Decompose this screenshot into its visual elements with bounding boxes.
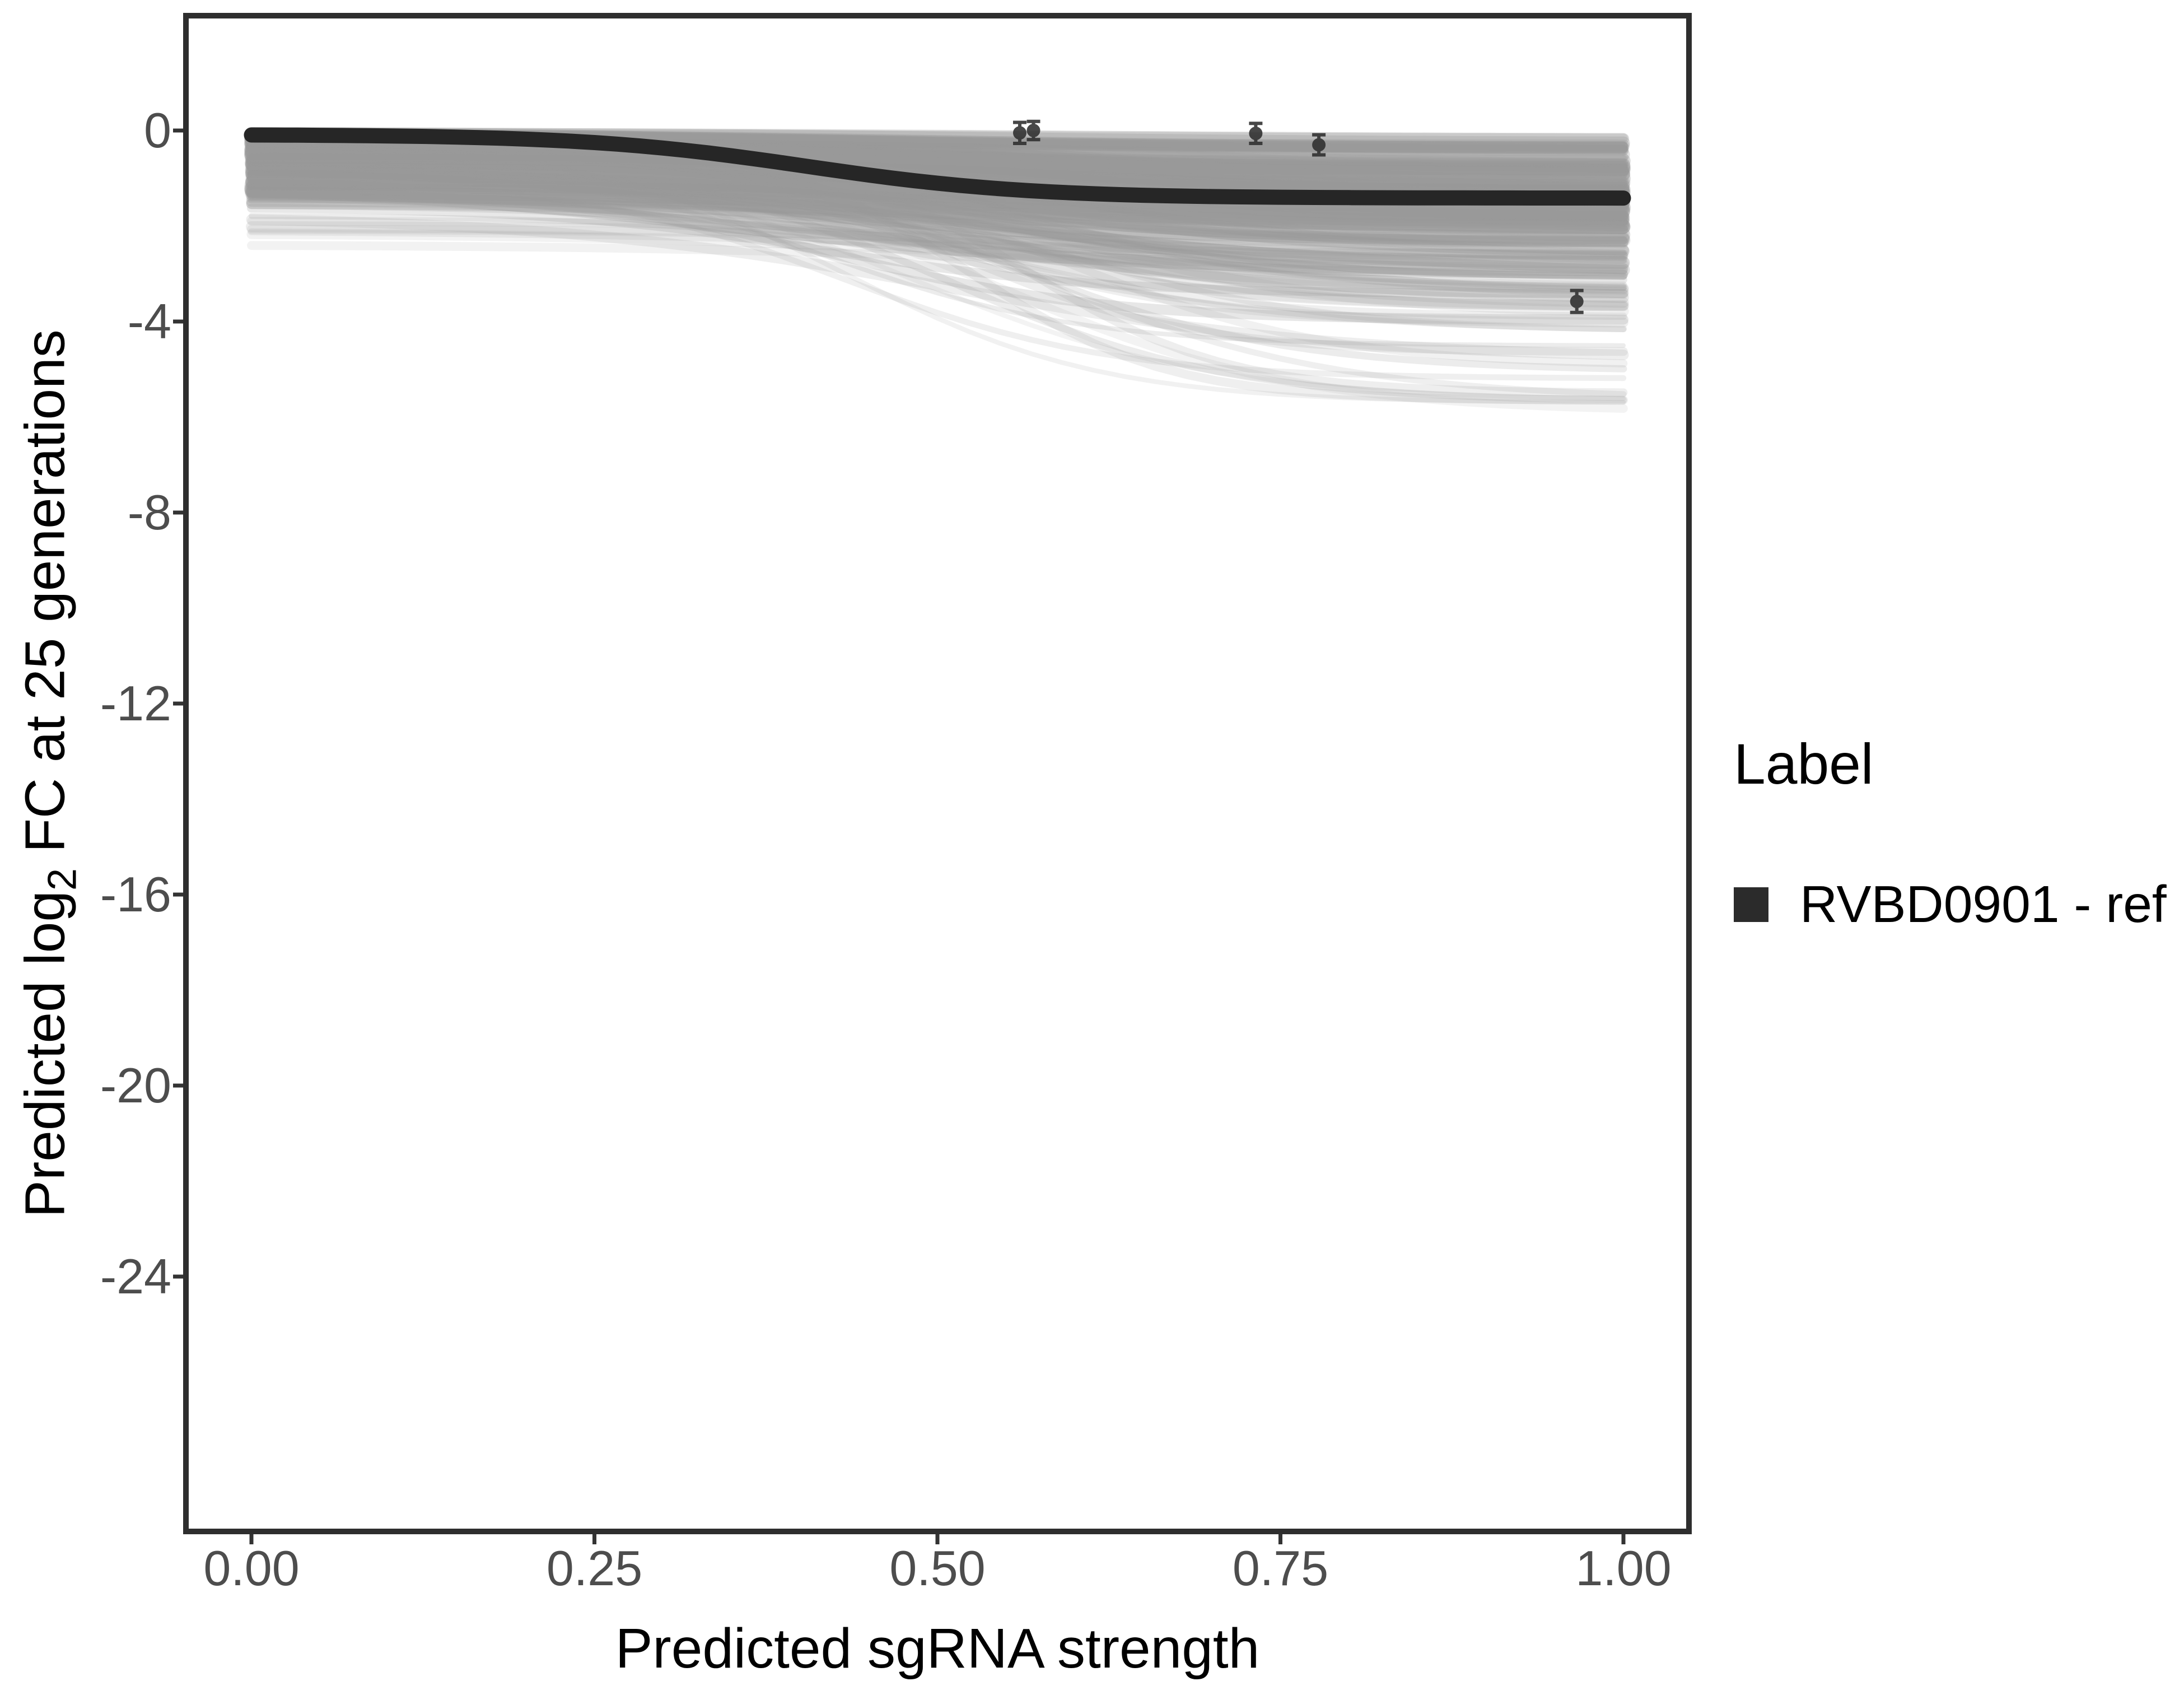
y-axis-title: Predicted log2 FC at 25 generations [13, 329, 86, 1217]
x-tick-label: 0.25 [546, 1540, 643, 1596]
y-tick-label: -16 [100, 867, 171, 922]
reference-curve [244, 127, 1631, 206]
y-tick-label: -20 [100, 1058, 171, 1113]
legend-key-swatch [1734, 887, 1768, 922]
x-tick-label: 0.50 [889, 1540, 986, 1596]
y-tick-label: -24 [100, 1249, 171, 1304]
y-tick-label: -12 [100, 676, 171, 731]
legend-title: Label [1734, 732, 1874, 796]
y-tick-label: 0 [144, 103, 171, 158]
y-tick-label: -4 [127, 294, 171, 349]
y-axis-title-suffix: FC at 25 generations [13, 329, 77, 868]
axis-tick-marks [173, 128, 1626, 1544]
legend-item-label: RVBD0901 - ref [1800, 875, 2167, 933]
plot-panel [183, 13, 1692, 1534]
y-tick-label: -8 [127, 485, 171, 540]
x-tick-label: 0.75 [1232, 1540, 1329, 1596]
observed-points [1013, 119, 1584, 314]
x-axis-title: Predicted sgRNA strength [615, 1617, 1260, 1680]
x-tick-label: 0.00 [203, 1540, 300, 1596]
legend-item: RVBD0901 - ref [1734, 874, 2167, 934]
y-axis-title-prefix: Predicted log [13, 891, 77, 1218]
x-tick-label: 1.00 [1575, 1540, 1672, 1596]
y-axis-title-subscript: 2 [40, 868, 85, 891]
legend: Label RVBD0901 - ref [1734, 732, 2167, 934]
